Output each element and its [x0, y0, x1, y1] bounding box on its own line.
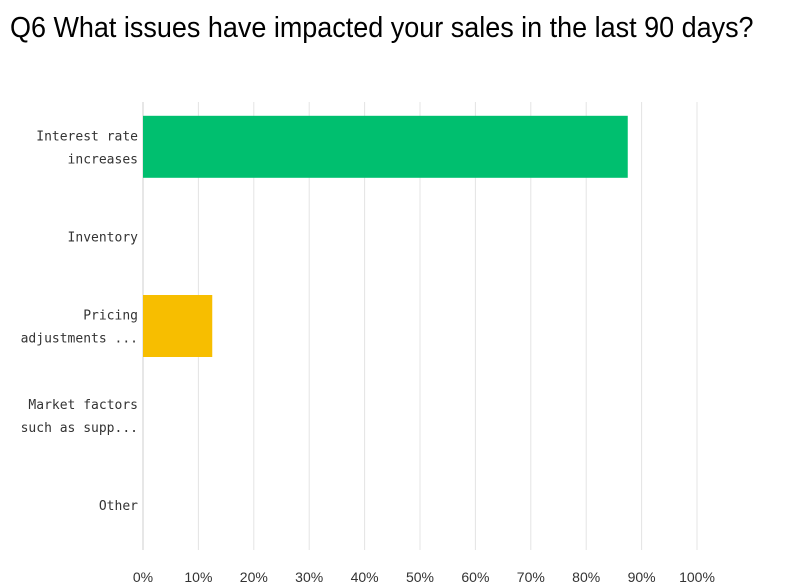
- x-tick-label: 90%: [628, 569, 656, 585]
- x-tick-label: 60%: [461, 569, 489, 585]
- bar: [143, 295, 213, 357]
- x-tick-label: 0%: [133, 569, 153, 585]
- category-label: increases: [68, 152, 138, 167]
- category-label: Interest rate: [36, 129, 138, 144]
- category-label: Pricing: [83, 309, 138, 324]
- x-tick-label: 100%: [679, 569, 715, 585]
- x-tick-label: 70%: [517, 569, 545, 585]
- category-label: Inventory: [68, 230, 139, 245]
- x-tick-label: 40%: [351, 569, 379, 585]
- x-tick-label: 20%: [240, 569, 268, 585]
- x-tick-labels: 0% 10% 20% 30% 40% 50% 60% 70% 80% 90% 100%: [133, 569, 715, 585]
- category-label: Other: [99, 499, 138, 514]
- x-tick-label: 30%: [295, 569, 323, 585]
- x-tick-label: 50%: [406, 569, 434, 585]
- bar: [143, 115, 628, 178]
- category-label: adjustments ...: [21, 332, 138, 347]
- category-label: such as supp...: [21, 421, 138, 436]
- category-labels: Interest rate increases Inventory Pricing ad…: [21, 129, 139, 514]
- x-tick-label: 80%: [572, 569, 600, 585]
- category-label: Market factors: [28, 398, 138, 413]
- bars: [143, 115, 628, 357]
- x-tick-label: 10%: [184, 569, 212, 585]
- chart-title: Q6 What issues have impacted your sales …: [10, 12, 754, 44]
